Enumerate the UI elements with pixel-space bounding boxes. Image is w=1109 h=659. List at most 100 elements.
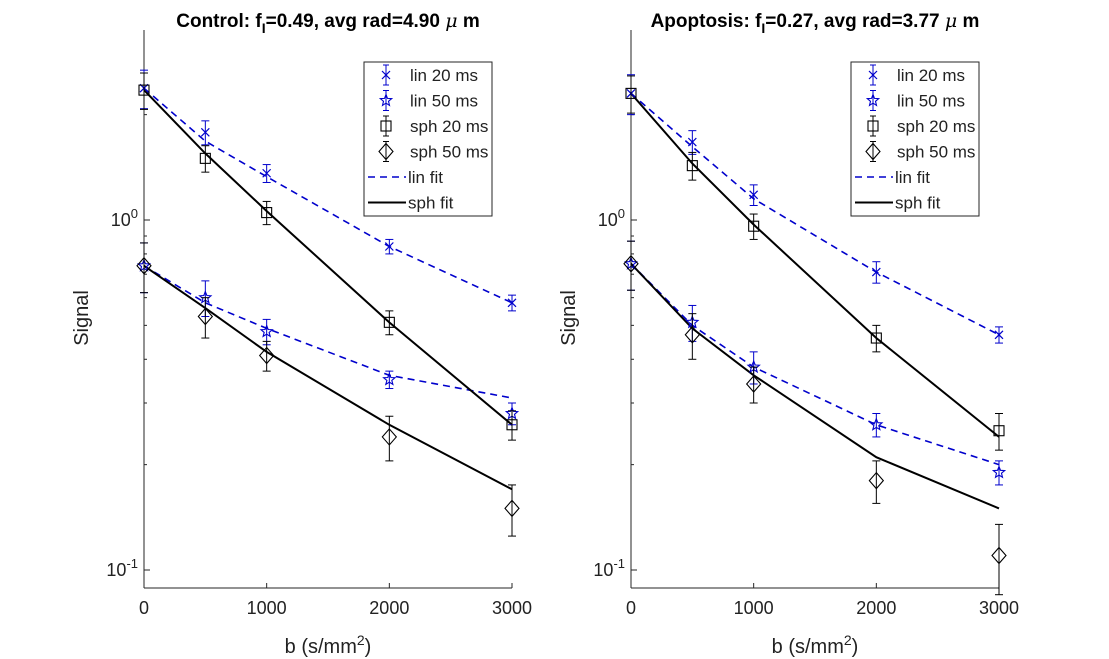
legend-entry: sph fit [895,194,941,213]
title-middle: =0.49, avg rad=4.90 [266,11,446,32]
data-point [383,316,395,328]
legend-marker [380,120,392,132]
y-axis-label: Signal [71,290,93,346]
y-tick-base: 10 [593,560,613,580]
title-subscript: I [761,20,765,36]
data-point [136,256,152,275]
data-point [258,346,275,365]
series-sph-20-ms [625,75,1005,451]
x-label-prefix: b (s/mm [772,636,844,658]
title-prefix: Control: f [176,11,262,32]
legend-entry: lin 20 ms [410,66,478,85]
data-point [259,324,274,338]
title-mu: μ [945,10,957,32]
legend-entry: lin 50 ms [897,92,965,111]
y-axis-label: Signal [558,290,580,346]
title-subscript: I [262,20,266,36]
data-point [138,84,150,96]
data-point [197,307,214,326]
data-point-b [384,242,394,251]
y-tick-base: 10 [106,560,126,580]
x-tick-label: 0 [626,598,636,618]
legend-marker-b [868,70,878,80]
chart-title: Apoptosis: fI=0.27, avg rad=3.77 μ m [651,10,980,36]
x-label-superscript: 2 [357,632,365,648]
y-tick-label: 100 [111,206,138,230]
data-point-b [687,137,697,147]
x-tick-label: 1000 [247,598,287,618]
x-tick-label: 2000 [856,598,896,618]
legend-entry: sph fit [408,194,454,213]
data-point [870,332,882,344]
y-tick-base: 10 [598,210,618,230]
title-unit: m [957,11,979,32]
legend-entry: sph 50 ms [410,143,488,162]
legend-marker [378,142,394,161]
x-tick-label: 3000 [979,598,1019,618]
series-sph-50-ms [136,242,520,537]
legend-entry: sph 20 ms [897,117,975,136]
legend-entry: sph 20 ms [410,117,488,136]
data-point [504,499,520,518]
x-tick-label: 3000 [492,598,532,618]
data-point [686,160,698,172]
legend-box [363,61,493,217]
data-point [382,372,397,386]
y-tick-base: 10 [111,210,131,230]
lin-fit-line [143,87,513,304]
data-point-b [262,168,272,178]
series-sph-50-ms [623,240,1007,596]
y-tick-exponent: 0 [131,206,138,221]
data-point [506,419,518,431]
x-tick-label: 1000 [734,598,774,618]
data-point-b [994,330,1004,340]
chart-title: Control: fI=0.49, avg rad=4.90 μ m [176,10,480,36]
data-point [684,325,701,344]
legend-entry: lin fit [895,168,930,187]
data-point [745,375,762,393]
data-point-b [871,267,881,277]
data-point [199,152,211,164]
x-axis-label: b (s/mm2) [772,632,859,658]
y-tick-label: 100 [598,206,625,230]
legend-marker [378,92,394,107]
data-point [381,428,398,446]
title-mu: μ [445,10,457,32]
legend-marker [865,92,881,107]
data-point [623,254,639,273]
data-point [261,207,273,219]
y-tick-label: 10-1 [593,556,625,580]
legend-box [850,61,980,217]
x-tick-label: 2000 [369,598,409,618]
data-point [991,464,1007,479]
title-unit: m [458,11,480,32]
legend-entry: lin 50 ms [410,92,478,111]
data-point [748,220,760,232]
y-tick-exponent: -1 [126,556,138,571]
legend: lin 20 ms lin 50 ms sph 20 ms sph 50 ms lin … [363,61,493,217]
data-point [991,546,1007,565]
data-point [869,417,884,431]
y-tick-label: 10-1 [106,556,138,580]
data-point-b [507,298,517,308]
title-middle: =0.27, avg rad=3.77 [765,11,945,32]
x-label-suffix: ) [852,636,859,658]
series-sph-20-ms [138,72,518,441]
y-tick-exponent: -1 [613,556,625,571]
legend-marker [865,142,881,161]
y-tick-exponent: 0 [618,206,625,221]
title-prefix: Apoptosis: f [651,11,762,32]
x-label-prefix: b (s/mm [285,636,357,658]
data-point-b [200,127,210,137]
data-point [993,425,1005,437]
legend-entry: sph 50 ms [897,143,975,162]
legend-entry: lin fit [408,168,443,187]
legend: lin 20 ms lin 50 ms sph 20 ms sph 50 ms lin … [850,61,980,217]
x-label-suffix: ) [365,636,372,658]
data-point [625,87,637,99]
legend-marker [867,120,879,132]
data-point-b [749,190,759,200]
